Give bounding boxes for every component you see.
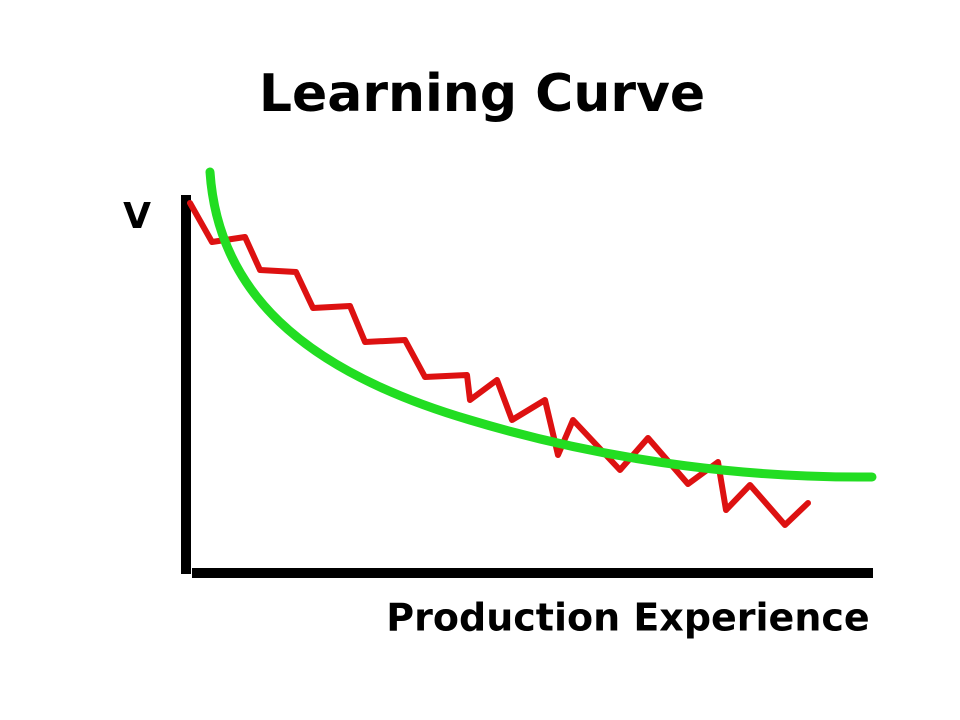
y-axis-label: V — [123, 196, 151, 237]
x-axis-label: Production Experience — [386, 596, 869, 640]
learning-curve-line — [205, 167, 877, 482]
title: Learning Curve — [259, 64, 705, 124]
actual-cost-line — [187, 200, 811, 528]
